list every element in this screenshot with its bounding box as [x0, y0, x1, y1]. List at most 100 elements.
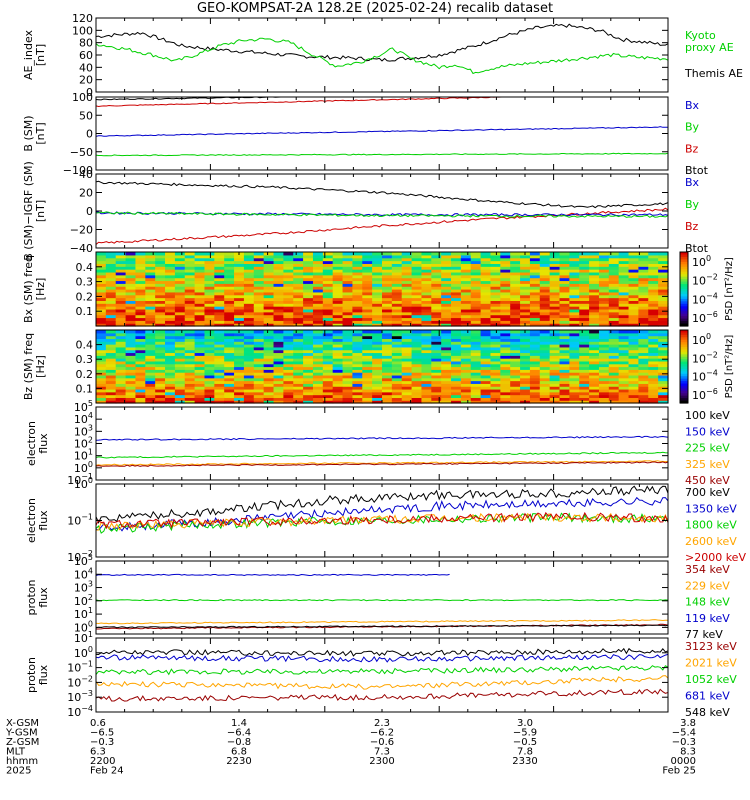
heatmap-cell [115, 344, 127, 348]
heatmap-cell [569, 388, 580, 393]
heatmap-cell [184, 294, 196, 299]
heatmap-cell [342, 374, 354, 379]
heatmap-cell [401, 400, 413, 404]
heatmap-cell [303, 271, 314, 276]
heatmap-cell [273, 391, 284, 396]
heatmap-cell [204, 394, 215, 398]
heatmap-cell [618, 346, 630, 351]
heatmap-cell [500, 341, 511, 345]
heatmap-cell [283, 332, 294, 337]
heatmap-cell [362, 274, 373, 279]
heatmap-cell [510, 338, 521, 342]
heatmap-cell [431, 257, 442, 262]
heatmap-cell [135, 277, 146, 282]
heatmap-cell [96, 391, 107, 396]
heatmap-cell [194, 263, 206, 267]
heatmap-cell [283, 330, 294, 334]
heatmap-cell [628, 369, 640, 373]
x-axis-value: −6.2 [370, 728, 394, 739]
heatmap-cell [579, 380, 590, 384]
heatmap-cell [460, 374, 472, 379]
heatmap-cell [155, 394, 166, 398]
heatmap-cell [362, 294, 373, 299]
heatmap-cell [194, 269, 206, 273]
heatmap-cell [490, 252, 501, 256]
heatmap-cell [342, 254, 354, 259]
heatmap-cell [332, 330, 344, 334]
heatmap-cell [579, 314, 590, 319]
heatmap-cell [539, 320, 551, 324]
heatmap-cell [184, 320, 196, 324]
heatmap-cell [214, 260, 225, 264]
legend-entry: 325 keV [685, 458, 730, 471]
heatmap-cell [608, 383, 620, 387]
heatmap-cell [401, 263, 413, 267]
heatmap-cell [658, 369, 669, 373]
heatmap-cell [598, 286, 610, 290]
heatmap-cell [224, 344, 235, 348]
heatmap-cell [322, 277, 334, 282]
heatmap-cell [322, 358, 334, 362]
heatmap-cell [520, 274, 531, 279]
heatmap-cell [520, 383, 531, 387]
heatmap-cell [628, 263, 640, 267]
heatmap-cell [500, 277, 511, 282]
heatmap-cell [214, 254, 225, 259]
heatmap-cell [174, 294, 186, 299]
heatmap-cell [648, 366, 659, 370]
heatmap-cell [638, 277, 649, 282]
heatmap-cell [579, 252, 590, 256]
heatmap-cell [234, 358, 245, 362]
heatmap-cell [312, 374, 324, 379]
heatmap-cell [105, 391, 117, 396]
heatmap-cell [618, 360, 630, 365]
colorbar-segment [680, 330, 688, 334]
heatmap-cell [510, 400, 521, 404]
heatmap-cell [352, 317, 363, 321]
heatmap-cell [648, 346, 659, 351]
heatmap-cell [431, 303, 442, 307]
heatmap-cell [214, 397, 225, 401]
heatmap-cell [441, 317, 452, 321]
heatmap-cell [510, 289, 521, 293]
heatmap-cell [135, 349, 146, 354]
heatmap-cell [135, 317, 146, 321]
heatmap-cell [382, 280, 393, 284]
heatmap-cell [628, 306, 640, 310]
heatmap-cell [401, 358, 413, 362]
heatmap-cell [411, 400, 423, 404]
heatmap-cell [441, 289, 452, 293]
heatmap-cell [253, 391, 265, 396]
heatmap-cell [263, 323, 275, 327]
heatmap-cell [391, 277, 403, 282]
heatmap-cell [214, 303, 225, 307]
heatmap-cell [263, 374, 275, 379]
heatmap-cell [608, 277, 620, 282]
heatmap-cell [480, 344, 492, 348]
heatmap-cell [421, 346, 432, 351]
heatmap-cell [480, 266, 492, 270]
heatmap-cell [441, 263, 452, 267]
heatmap-cell [500, 260, 511, 264]
heatmap-cell [480, 338, 492, 342]
heatmap-cell [214, 257, 225, 262]
heatmap-cell [312, 280, 324, 284]
heatmap-cell [135, 372, 146, 376]
heatmap-cell [263, 289, 275, 293]
y-tick-label: 101 [74, 606, 93, 621]
heatmap-cell [638, 352, 649, 356]
heatmap-cell [96, 341, 107, 345]
heatmap-cell [658, 344, 669, 348]
heatmap-cell [401, 317, 413, 321]
heatmap-cell [273, 346, 284, 351]
heatmap-cell [322, 377, 334, 382]
heatmap-cell [194, 366, 206, 370]
heatmap-cell [273, 320, 284, 324]
heatmap-cell [243, 394, 255, 398]
heatmap-cell [184, 269, 196, 273]
heatmap-cell [638, 289, 649, 293]
heatmap-cell [460, 338, 472, 342]
x-axis-value: 1.4 [231, 718, 247, 729]
heatmap-cell [332, 344, 344, 348]
y-axis-label: AE_index [22, 29, 35, 80]
